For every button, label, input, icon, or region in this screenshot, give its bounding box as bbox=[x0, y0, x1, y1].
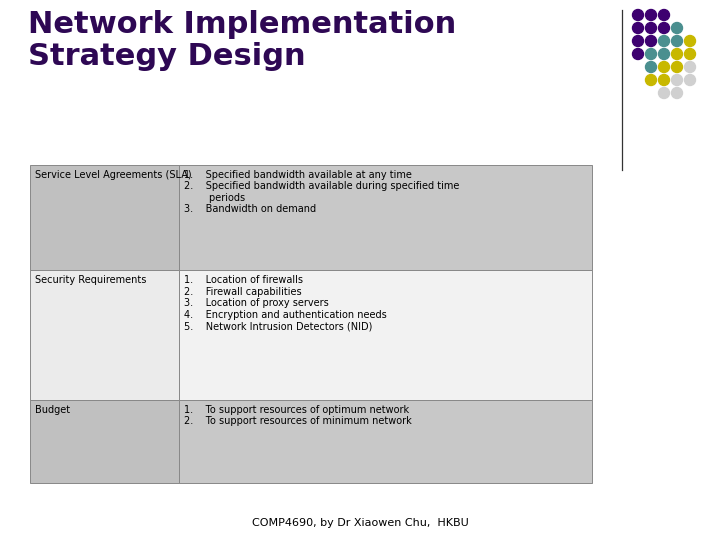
Circle shape bbox=[672, 62, 683, 72]
Circle shape bbox=[685, 36, 696, 46]
Text: 3.    Bandwidth on demand: 3. Bandwidth on demand bbox=[184, 204, 316, 214]
Text: 1.    Specified bandwidth available at any time: 1. Specified bandwidth available at any … bbox=[184, 170, 412, 180]
Circle shape bbox=[672, 36, 683, 46]
Circle shape bbox=[659, 75, 670, 85]
Text: 2.    To support resources of minimum network: 2. To support resources of minimum netwo… bbox=[184, 416, 412, 426]
Circle shape bbox=[646, 75, 657, 85]
Text: 1.    To support resources of optimum network: 1. To support resources of optimum netwo… bbox=[184, 404, 409, 415]
Circle shape bbox=[659, 10, 670, 21]
Circle shape bbox=[646, 10, 657, 21]
Circle shape bbox=[659, 87, 670, 98]
Text: COMP4690, by Dr Xiaowen Chu,  HKBU: COMP4690, by Dr Xiaowen Chu, HKBU bbox=[251, 518, 469, 528]
Bar bbox=[179, 165, 592, 270]
Circle shape bbox=[659, 23, 670, 33]
Text: 2.    Firewall capabilities: 2. Firewall capabilities bbox=[184, 287, 302, 296]
Circle shape bbox=[646, 23, 657, 33]
Circle shape bbox=[672, 49, 683, 59]
Bar bbox=[30, 270, 179, 400]
Circle shape bbox=[646, 36, 657, 46]
Text: Security Requirements: Security Requirements bbox=[35, 275, 146, 285]
Text: Budget: Budget bbox=[35, 404, 70, 415]
Bar bbox=[30, 165, 179, 270]
Circle shape bbox=[632, 23, 644, 33]
Circle shape bbox=[685, 62, 696, 72]
Circle shape bbox=[659, 49, 670, 59]
Text: Network Implementation
Strategy Design: Network Implementation Strategy Design bbox=[28, 10, 456, 71]
Circle shape bbox=[672, 87, 683, 98]
Text: 1.    Location of firewalls: 1. Location of firewalls bbox=[184, 275, 303, 285]
Circle shape bbox=[685, 49, 696, 59]
Text: 2.    Specified bandwidth available during specified time
        periods: 2. Specified bandwidth available during … bbox=[184, 181, 459, 203]
Circle shape bbox=[646, 49, 657, 59]
Circle shape bbox=[632, 10, 644, 21]
Circle shape bbox=[685, 75, 696, 85]
Bar bbox=[179, 270, 592, 400]
Text: Service Level Agreements (SLA): Service Level Agreements (SLA) bbox=[35, 170, 192, 180]
Text: 4.    Encryption and authentication needs: 4. Encryption and authentication needs bbox=[184, 309, 387, 320]
Text: 5.    Network Intrusion Detectors (NID): 5. Network Intrusion Detectors (NID) bbox=[184, 321, 372, 331]
Bar bbox=[179, 400, 592, 483]
Circle shape bbox=[632, 49, 644, 59]
Circle shape bbox=[672, 75, 683, 85]
Circle shape bbox=[632, 36, 644, 46]
Bar bbox=[30, 400, 179, 483]
Text: 3.    Location of proxy servers: 3. Location of proxy servers bbox=[184, 298, 328, 308]
Circle shape bbox=[646, 62, 657, 72]
Circle shape bbox=[659, 62, 670, 72]
Circle shape bbox=[659, 36, 670, 46]
Circle shape bbox=[672, 23, 683, 33]
